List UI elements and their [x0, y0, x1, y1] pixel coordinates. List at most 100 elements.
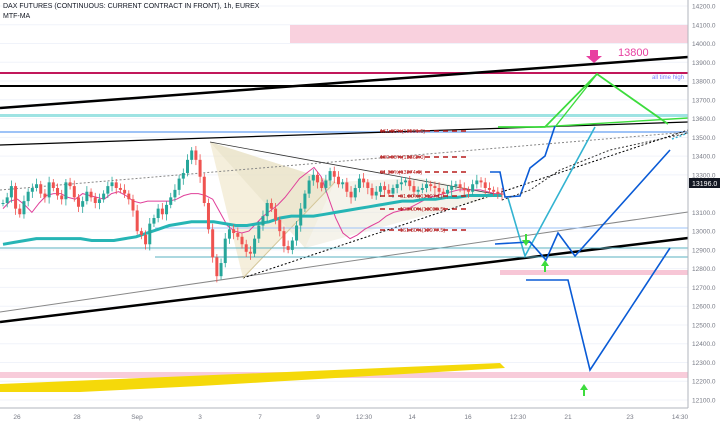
x-tick-label: 16	[464, 414, 472, 421]
x-tick-label: 3	[198, 414, 202, 421]
candle-body	[349, 191, 353, 198]
candle-body	[475, 180, 479, 185]
candle-body	[471, 184, 475, 192]
yellow-volume-band	[0, 363, 505, 392]
candle-body	[404, 180, 408, 183]
candle-body	[76, 197, 80, 207]
candle-body	[332, 171, 336, 177]
dotted-trend-line	[0, 131, 689, 191]
candle-body	[47, 182, 51, 198]
candle-body	[39, 184, 43, 194]
candle-body	[181, 172, 185, 179]
moving-average-line	[2, 194, 502, 246]
y-tick-label: 12700.0	[692, 285, 716, 292]
y-tick-label: 13000.0	[692, 229, 716, 236]
x-tick-label: 7	[258, 414, 262, 421]
candle-body	[72, 186, 76, 198]
candle-body	[466, 189, 470, 192]
candle-body	[462, 187, 466, 190]
candle-body	[408, 180, 412, 187]
candle-body	[357, 178, 361, 188]
candle-body	[211, 229, 215, 258]
chart-title: DAX FUTURES (CONTINUOUS: CURRENT CONTRAC…	[3, 3, 260, 10]
mid-channel-line	[0, 121, 689, 146]
candle-body	[51, 182, 55, 188]
candle-body	[198, 159, 202, 177]
candle-body	[425, 184, 429, 188]
x-tick-label: 14:30	[672, 414, 689, 421]
fib-label: 100.00%(13362.0)	[380, 155, 425, 161]
candle-body	[492, 189, 496, 192]
projection-blue-1	[490, 125, 556, 198]
candle-body	[278, 219, 282, 232]
ath-label: all time high	[652, 75, 684, 81]
candle-body	[81, 201, 85, 207]
candle-body	[437, 187, 441, 192]
candle-body	[295, 225, 299, 241]
fib-label: 61.80%(13274.6)	[380, 170, 422, 176]
candle-body	[399, 182, 403, 185]
projection-dotted-blue	[501, 132, 689, 201]
candle-body	[102, 193, 106, 200]
y-tick-label: 12600.0	[692, 304, 716, 311]
y-tick-label: 13700.0	[692, 97, 716, 104]
last-price-badge: 13196.0	[692, 181, 717, 188]
candle-body	[202, 176, 206, 203]
fib-label: 161.80%(12977.5)	[400, 228, 445, 234]
projection-green	[498, 72, 669, 128]
candle-body	[169, 197, 173, 205]
green-up-arrow-3	[580, 384, 588, 396]
blue-arrow-end	[671, 132, 689, 140]
candle-body	[479, 180, 483, 183]
candle-body	[144, 234, 148, 245]
candle-body	[483, 182, 487, 188]
candle-body	[445, 189, 449, 194]
x-tick-label: 21	[564, 414, 572, 421]
fib-label: 61.80%(13197.1)	[400, 194, 442, 200]
candle-body	[30, 187, 34, 192]
candle-body	[22, 201, 26, 215]
candle-body	[286, 246, 290, 250]
y-tick-label: 12300.0	[692, 360, 716, 367]
candle-body	[307, 180, 311, 194]
candle-body	[433, 186, 437, 188]
candle-body	[148, 223, 152, 245]
candle-body	[311, 174, 315, 181]
candle-body	[454, 184, 458, 187]
candle-body	[269, 203, 273, 209]
candle-body	[135, 210, 139, 232]
lower-grey-line	[0, 211, 689, 313]
fib-dashes	[380, 130, 470, 231]
candle-body	[190, 150, 194, 160]
candle-body	[299, 208, 303, 226]
candle-body	[336, 176, 340, 185]
candle-body	[5, 197, 9, 203]
ath-line	[0, 72, 688, 74]
y-tick-label: 13500.0	[692, 135, 716, 142]
candle-body	[450, 186, 454, 190]
candle-body	[215, 257, 219, 277]
candle-body	[412, 186, 416, 192]
candle-body	[85, 191, 89, 202]
candle-body	[219, 263, 223, 277]
candle-body	[244, 244, 248, 252]
y-tick-label: 12800.0	[692, 266, 716, 273]
y-tick-label: 12500.0	[692, 322, 716, 329]
last-price-badge-bg	[689, 178, 720, 188]
candle-body	[127, 193, 131, 200]
candle-body	[257, 225, 261, 239]
candle-body	[43, 193, 47, 198]
indicator-label: MTF-MA	[3, 13, 31, 20]
candle-body	[1, 203, 5, 204]
candle-body	[139, 231, 143, 235]
x-tick-labels: 26 28 Sep 3 7 9 12:30 14 16 12:30 21 23 14:30	[13, 414, 688, 421]
candle-body	[123, 189, 127, 194]
candle-body	[248, 251, 252, 254]
candle-body	[362, 178, 366, 183]
candle-body	[378, 186, 382, 192]
harmonic-pattern-right	[210, 142, 335, 248]
candle-body	[366, 182, 370, 188]
x-tick-label: Sep	[131, 414, 143, 421]
candle-body	[345, 182, 349, 192]
